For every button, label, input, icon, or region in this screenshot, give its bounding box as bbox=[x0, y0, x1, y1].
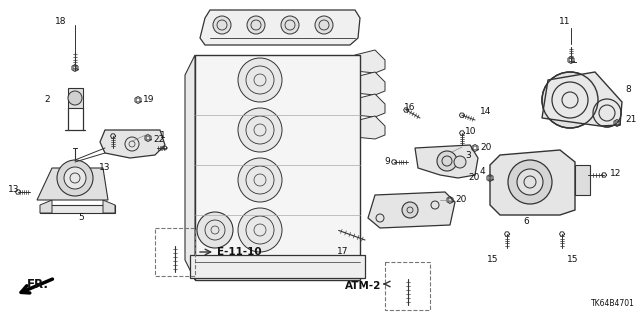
Polygon shape bbox=[40, 205, 115, 213]
Polygon shape bbox=[355, 72, 385, 95]
Circle shape bbox=[508, 160, 552, 204]
Text: 15: 15 bbox=[567, 256, 579, 264]
Circle shape bbox=[238, 208, 282, 252]
Circle shape bbox=[64, 167, 86, 189]
Text: 2: 2 bbox=[44, 95, 50, 105]
Polygon shape bbox=[355, 116, 385, 139]
Text: 21: 21 bbox=[625, 115, 636, 124]
Circle shape bbox=[247, 16, 265, 34]
Circle shape bbox=[315, 16, 333, 34]
Text: 15: 15 bbox=[486, 256, 498, 264]
Bar bbox=[155, 228, 195, 276]
Circle shape bbox=[593, 99, 621, 127]
Polygon shape bbox=[542, 72, 622, 126]
Circle shape bbox=[68, 91, 82, 105]
Text: 1: 1 bbox=[160, 130, 166, 139]
Text: 18: 18 bbox=[55, 18, 67, 26]
Text: 19: 19 bbox=[143, 95, 154, 105]
Polygon shape bbox=[195, 55, 360, 280]
Polygon shape bbox=[355, 50, 385, 73]
Text: 17: 17 bbox=[337, 248, 348, 256]
Polygon shape bbox=[355, 94, 385, 117]
Text: 20: 20 bbox=[455, 196, 467, 204]
Text: TK64B4701: TK64B4701 bbox=[591, 299, 635, 308]
Circle shape bbox=[552, 82, 588, 118]
Text: 16: 16 bbox=[404, 103, 416, 113]
Bar bbox=[385, 262, 430, 310]
Circle shape bbox=[238, 58, 282, 102]
Circle shape bbox=[281, 16, 299, 34]
Circle shape bbox=[197, 212, 233, 248]
Polygon shape bbox=[415, 145, 478, 178]
Text: 14: 14 bbox=[480, 108, 492, 116]
Polygon shape bbox=[368, 192, 455, 228]
Text: 10: 10 bbox=[465, 128, 477, 137]
Polygon shape bbox=[100, 130, 165, 158]
Circle shape bbox=[517, 169, 543, 195]
Text: FR.: FR. bbox=[27, 278, 49, 291]
Circle shape bbox=[454, 156, 466, 168]
Text: 3: 3 bbox=[465, 151, 471, 160]
Text: ATM-2: ATM-2 bbox=[345, 281, 381, 291]
Text: 5: 5 bbox=[78, 213, 84, 222]
Text: 9: 9 bbox=[384, 158, 390, 167]
Polygon shape bbox=[103, 200, 115, 213]
Text: E-11-10: E-11-10 bbox=[217, 247, 262, 257]
Text: 13: 13 bbox=[8, 186, 19, 195]
Polygon shape bbox=[575, 165, 590, 195]
Text: 22: 22 bbox=[153, 136, 164, 145]
Polygon shape bbox=[40, 200, 52, 213]
Circle shape bbox=[542, 72, 598, 128]
Circle shape bbox=[437, 151, 457, 171]
Polygon shape bbox=[68, 88, 83, 108]
Text: 8: 8 bbox=[625, 85, 631, 94]
Text: 20: 20 bbox=[468, 174, 480, 182]
Circle shape bbox=[238, 158, 282, 202]
Circle shape bbox=[238, 108, 282, 152]
Polygon shape bbox=[490, 150, 575, 215]
Circle shape bbox=[599, 105, 615, 121]
Text: 11: 11 bbox=[559, 18, 571, 26]
Circle shape bbox=[57, 160, 93, 196]
Text: 4: 4 bbox=[480, 167, 486, 176]
Text: 20: 20 bbox=[480, 144, 492, 152]
Polygon shape bbox=[190, 255, 365, 278]
Circle shape bbox=[213, 16, 231, 34]
Text: 13: 13 bbox=[99, 164, 110, 173]
Polygon shape bbox=[37, 168, 108, 200]
Text: 12: 12 bbox=[610, 168, 621, 177]
Circle shape bbox=[562, 92, 578, 108]
Polygon shape bbox=[200, 10, 360, 45]
Polygon shape bbox=[185, 55, 195, 280]
Text: 6: 6 bbox=[523, 218, 529, 226]
Circle shape bbox=[402, 202, 418, 218]
